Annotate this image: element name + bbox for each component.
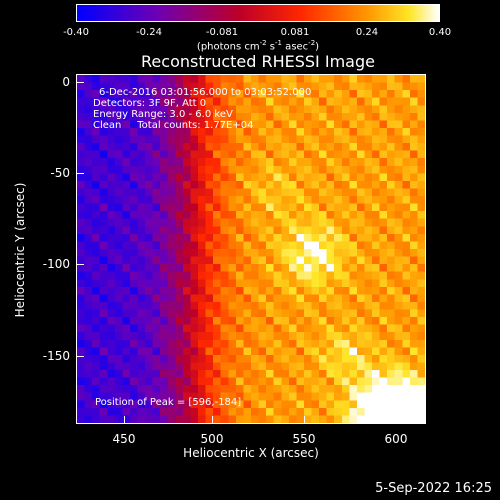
x-tick-mark <box>124 416 125 424</box>
y-tick-label: 0 <box>62 75 70 89</box>
y-tick-label: -100 <box>42 257 70 271</box>
colorbar-tick-label: 0.081 <box>280 27 310 38</box>
x-tick-label: 450 <box>112 432 136 446</box>
colorbar-tick-label: 0.40 <box>428 27 452 38</box>
plot-area: 6-Dec-2016 03:01:56.000 to 03:03:52.000 … <box>76 74 426 424</box>
y-tick-label: -50 <box>50 166 70 180</box>
energy-range-annotation: Energy Range: 3.0 - 6.0 keV <box>93 109 233 120</box>
colorbar <box>76 4 440 22</box>
y-tick-mark <box>76 173 84 174</box>
y-tick-mark <box>76 82 84 83</box>
y-tick-mark <box>76 264 84 265</box>
heatmap-image <box>77 75 425 423</box>
x-tick-mark <box>304 416 305 424</box>
x-tick-label: 600 <box>384 432 408 446</box>
y-tick-mark <box>76 356 84 357</box>
colorbar-unit-label: (photons cm-2 s-1 asec-2) <box>196 39 320 53</box>
x-tick-label: 500 <box>200 432 224 446</box>
y-tick-label: -150 <box>42 349 70 363</box>
colorbar-tick-label: -0.24 <box>136 27 162 38</box>
x-tick-mark <box>212 416 213 424</box>
colorbar-tick-label: 0.24 <box>355 27 379 38</box>
detectors-annotation: Detectors: 3F 9F, Att 0 <box>93 98 207 109</box>
footer-timestamp: 5-Sep-2022 16:25 <box>375 481 492 496</box>
colorbar-gradient <box>77 5 439 21</box>
x-axis-label: Heliocentric X (arcsec) <box>183 446 319 460</box>
colorbar-tick-label: -0.40 <box>63 27 89 38</box>
clean-counts-annotation: Clean Total counts: 1.77E+04 <box>93 120 254 131</box>
chart-title: Reconstructed RHESSI Image <box>141 52 375 71</box>
y-axis-label: Heliocentric Y (arcsec) <box>13 182 27 318</box>
time-range-annotation: 6-Dec-2016 03:01:56.000 to 03:03:52.000 <box>99 87 312 98</box>
peak-position-annotation: Position of Peak = [596,-184] <box>95 397 242 408</box>
x-tick-label: 550 <box>292 432 316 446</box>
x-tick-mark <box>396 416 397 424</box>
colorbar-tick-label: -0.081 <box>205 27 239 38</box>
